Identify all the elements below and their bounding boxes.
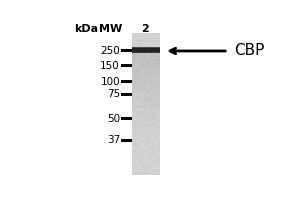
Bar — [121, 80, 132, 83]
Text: 2: 2 — [141, 24, 149, 34]
Text: 37: 37 — [107, 135, 120, 145]
Text: MW: MW — [99, 24, 122, 34]
Text: 150: 150 — [100, 61, 120, 71]
Bar — [121, 117, 132, 120]
Text: CBP: CBP — [234, 43, 264, 58]
Text: 50: 50 — [107, 114, 120, 124]
Bar — [121, 49, 132, 52]
Text: 100: 100 — [100, 77, 120, 87]
Text: kDa: kDa — [74, 24, 98, 34]
Bar — [121, 93, 132, 96]
Text: 250: 250 — [100, 46, 120, 56]
Bar — [121, 139, 132, 142]
Bar — [121, 64, 132, 67]
Text: 75: 75 — [107, 89, 120, 99]
